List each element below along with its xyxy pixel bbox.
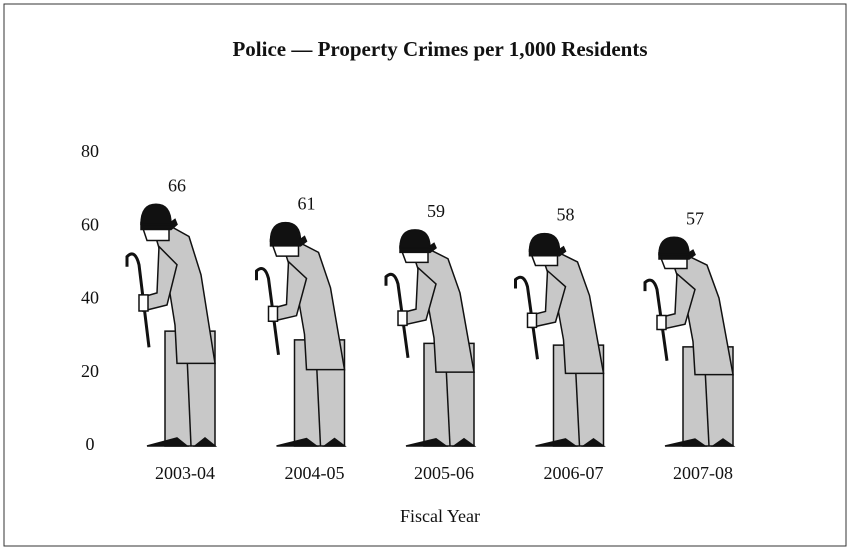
value-label: 61 bbox=[298, 194, 316, 214]
hand bbox=[398, 311, 407, 325]
hat bbox=[141, 204, 171, 224]
hat bbox=[659, 237, 689, 254]
chart-title: Police — Property Crimes per 1,000 Resid… bbox=[232, 37, 647, 61]
figure bbox=[645, 237, 733, 446]
cane bbox=[257, 269, 279, 355]
value-label: 58 bbox=[557, 205, 575, 225]
x-tick-label: 2004-05 bbox=[285, 463, 345, 483]
x-tick-label: 2003-04 bbox=[155, 463, 215, 483]
leg-split bbox=[576, 366, 580, 446]
cane bbox=[645, 280, 667, 361]
frame bbox=[3, 3, 847, 547]
hand bbox=[657, 316, 666, 330]
shoe bbox=[454, 439, 474, 446]
value-label: 59 bbox=[427, 201, 445, 221]
y-tick-label: 20 bbox=[81, 361, 99, 381]
shoe bbox=[536, 439, 576, 446]
cane bbox=[386, 274, 408, 357]
shoe bbox=[584, 439, 604, 446]
hat bbox=[530, 234, 560, 252]
x-tick-label: 2006-07 bbox=[544, 463, 604, 483]
cane bbox=[516, 277, 538, 359]
y-tick-label: 60 bbox=[81, 214, 99, 234]
shoe bbox=[147, 438, 187, 446]
leg-split bbox=[317, 362, 321, 446]
cane bbox=[127, 254, 149, 347]
shoe bbox=[406, 439, 446, 446]
y-tick-label: 0 bbox=[86, 434, 95, 454]
shoe bbox=[195, 438, 215, 446]
x-tick-label: 2005-06 bbox=[414, 463, 474, 483]
hand bbox=[139, 295, 148, 311]
x-axis-label: Fiscal Year bbox=[400, 506, 480, 526]
leg-split bbox=[705, 368, 709, 446]
y-tick-label: 40 bbox=[81, 288, 99, 308]
figure bbox=[386, 230, 474, 446]
face bbox=[143, 228, 169, 240]
shoe bbox=[325, 439, 345, 446]
value-label: 57 bbox=[686, 208, 704, 228]
shoe bbox=[665, 439, 705, 446]
figure bbox=[516, 234, 604, 446]
figure bbox=[257, 223, 345, 446]
figure bbox=[127, 204, 215, 446]
hand bbox=[269, 306, 278, 321]
leg-split bbox=[446, 365, 450, 446]
value-label: 66 bbox=[168, 175, 186, 195]
y-tick-label: 80 bbox=[81, 141, 99, 161]
hat bbox=[271, 223, 301, 242]
shoe bbox=[713, 439, 733, 446]
leg-split bbox=[187, 355, 191, 446]
shoe bbox=[277, 439, 317, 446]
hat bbox=[400, 230, 430, 248]
x-tick-label: 2007-08 bbox=[673, 463, 733, 483]
hand bbox=[528, 313, 537, 327]
